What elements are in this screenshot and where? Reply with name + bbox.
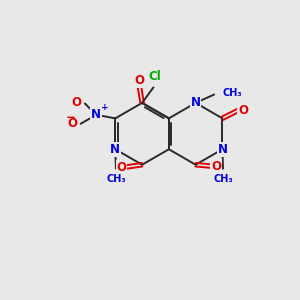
Text: N: N (218, 143, 227, 156)
Text: O: O (211, 160, 221, 173)
Text: O: O (238, 103, 248, 117)
Text: CH₃: CH₃ (213, 174, 233, 184)
Text: CH₃: CH₃ (223, 88, 242, 98)
Text: −: − (66, 111, 75, 124)
Text: N: N (110, 143, 120, 156)
Text: Cl: Cl (148, 70, 161, 83)
Text: O: O (71, 96, 82, 109)
Text: CH₃: CH₃ (106, 174, 126, 184)
Text: N: N (91, 108, 101, 121)
Text: O: O (116, 160, 127, 174)
Text: +: + (101, 103, 109, 112)
Text: O: O (134, 74, 144, 87)
Text: N: N (190, 96, 201, 110)
Text: O: O (67, 117, 77, 130)
